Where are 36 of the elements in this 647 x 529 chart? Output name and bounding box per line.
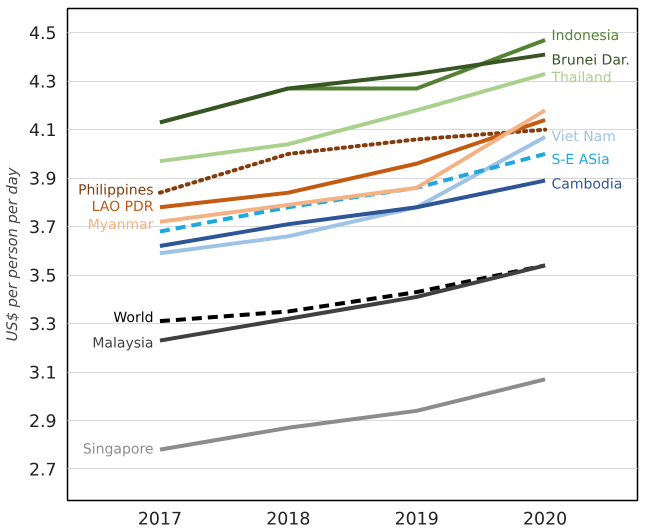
line-series: [158, 128, 548, 195]
series-label: Cambodia: [551, 176, 622, 193]
y-tick-label: 3.9: [28, 170, 57, 190]
y-tick-label: 4.1: [28, 121, 57, 142]
x-tick-label: 2020: [523, 510, 568, 529]
series-label: Philippines: [78, 182, 154, 199]
series-label: Myanmar: [88, 216, 154, 233]
y-tick-label: 2.9: [28, 412, 57, 432]
series-label: Brunei Dar.: [551, 52, 630, 69]
y-tick-label: 4.3: [28, 72, 57, 93]
line-series: [158, 52, 548, 124]
series-label: Indonesia: [551, 28, 620, 44]
y-tick-label: 2.7: [28, 460, 57, 480]
series-label: S-E ASia: [551, 152, 610, 168]
line-series: [158, 178, 548, 248]
series-label: Thailand: [550, 70, 612, 86]
line-series: [158, 377, 548, 452]
y-axis-title: US$ per person per day: [4, 167, 21, 342]
series-label: Malaysia: [92, 336, 154, 352]
series-label: LAO PDR: [92, 199, 154, 216]
line-series: [158, 108, 548, 224]
series-label: World: [113, 310, 154, 326]
y-tick-label: 3.7: [28, 218, 57, 238]
line-series: [158, 152, 548, 234]
series-label: Viet Nam: [551, 128, 616, 145]
x-tick-label: 2018: [266, 510, 310, 529]
series-label: Singapore: [82, 442, 154, 458]
y-tick-label: 3.3: [28, 315, 57, 336]
y-tick-label: 4.5: [28, 24, 57, 44]
x-tick-label: 2019: [394, 510, 439, 529]
line-series: [158, 263, 548, 343]
y-tick-label: 3.1: [28, 364, 57, 384]
line-series: [158, 72, 548, 164]
y-tick-label: 3.5: [28, 266, 57, 287]
line-series: [158, 118, 548, 210]
x-tick-label: 2017: [138, 510, 182, 529]
